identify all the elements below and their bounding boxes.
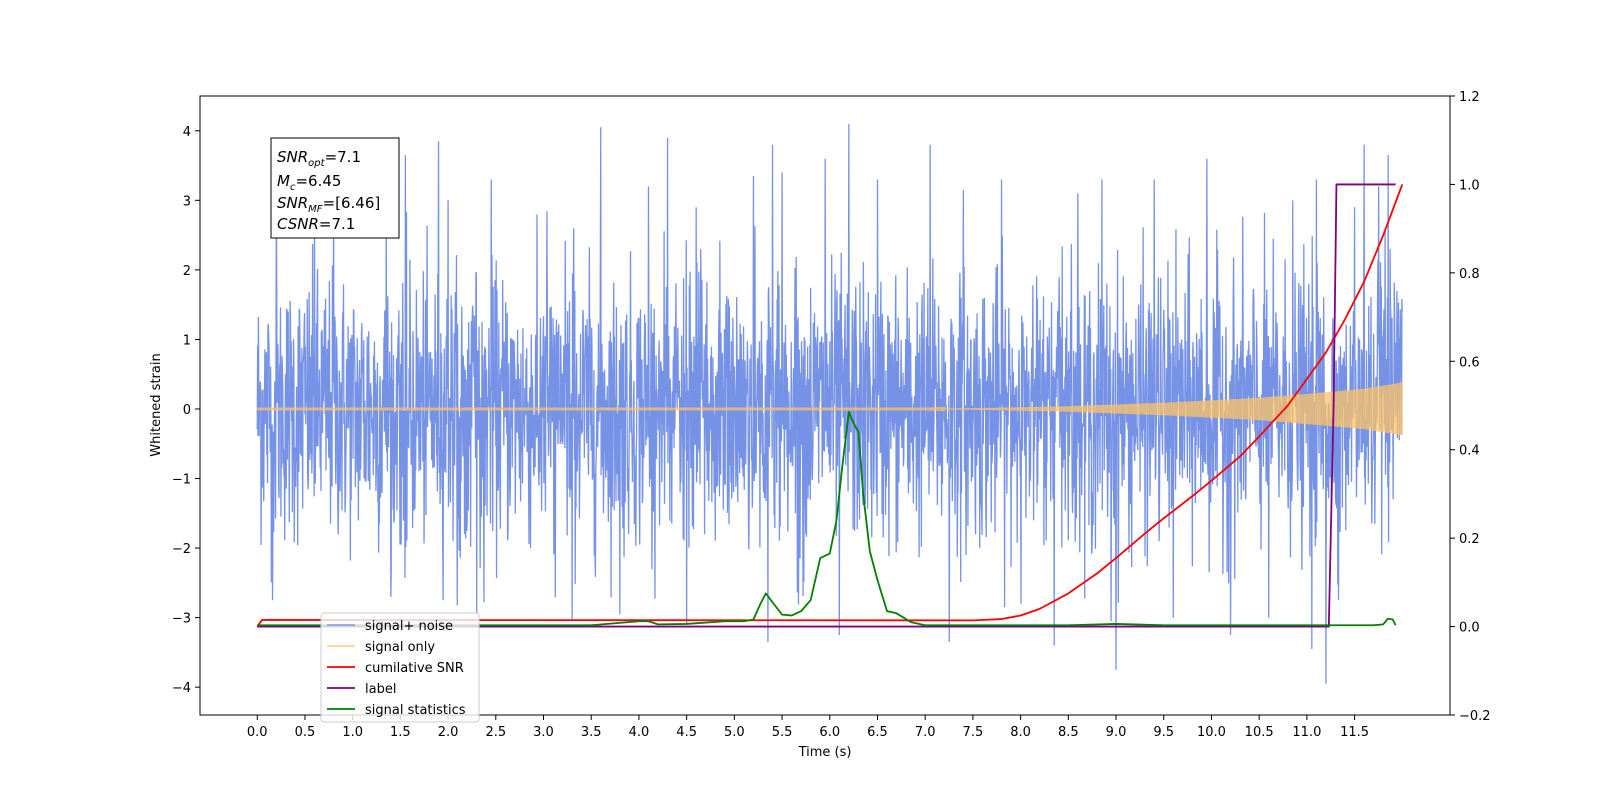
legend-entry-cumilative-snr: cumilative SNR (327, 661, 464, 676)
x-tick-label: 3.5 (581, 725, 602, 740)
legend: signal+ noise signal only cumilative SNR… (320, 612, 480, 723)
x-tick-label: 8.0 (1010, 725, 1031, 740)
x-tick-label: 9.5 (1153, 725, 1174, 740)
y-axis-right: 1.2 1.0 0.8 0.6 0.4 0.2 0.0 −0.2 (1450, 90, 1491, 724)
x-tick-label: 5.0 (724, 725, 745, 740)
series-signal-statistics (257, 411, 1397, 627)
plot-frame (199, 95, 1451, 716)
y2-tick-label: 0.8 (1459, 267, 1480, 282)
series-layer (256, 123, 1404, 684)
y-axis-label: Whitened strain (149, 353, 164, 456)
x-tick-label: 11.0 (1292, 725, 1321, 740)
y-tick-label: −4 (172, 681, 191, 696)
x-tick-label: 8.5 (1058, 725, 1079, 740)
x-tick-label: 11.5 (1340, 725, 1369, 740)
annotation-snr-mf: SNRMF=[6.46] (277, 194, 380, 215)
y-tick-label: 1 (183, 333, 191, 348)
x-tick-label: 6.5 (867, 725, 888, 740)
x-tick-label: 9.0 (1106, 725, 1127, 740)
y2-tick-label: 0.2 (1459, 532, 1480, 547)
x-tick-label: 1.5 (390, 725, 411, 740)
x-tick-label: 7.5 (963, 725, 984, 740)
x-tick-label: 1.0 (342, 725, 363, 740)
legend-label: signal+ noise (365, 619, 453, 634)
legend-label: label (365, 682, 396, 697)
y-tick-label: 0 (183, 403, 191, 418)
annotation-frame (270, 137, 400, 239)
x-tick-label: 4.0 (629, 725, 650, 740)
y2-tick-label: 1.0 (1459, 178, 1480, 193)
x-tick-label: 2.5 (485, 725, 506, 740)
y2-tick-label: 0.6 (1459, 355, 1480, 370)
legend-label: cumilative SNR (365, 661, 464, 676)
series-label (257, 183, 1396, 628)
x-tick-label: 3.0 (533, 725, 554, 740)
y-axis-left: 4 3 2 1 0 −1 −2 −3 −4 (172, 125, 200, 696)
x-tick-label: 0.0 (247, 725, 268, 740)
series-signal-noise (256, 123, 1403, 684)
y2-tick-label: 0.4 (1459, 444, 1480, 459)
series-cumilative-snr (256, 184, 1404, 628)
y-tick-label: 3 (183, 194, 191, 209)
y-tick-label: 4 (183, 125, 191, 140)
legend-entry-signal-noise: signal+ noise (327, 619, 453, 634)
x-tick-label: 10.5 (1245, 725, 1274, 740)
x-tick-label: 6.0 (819, 725, 840, 740)
legend-entry-label: label (327, 682, 396, 697)
x-tick-label: 5.5 (772, 725, 793, 740)
series-signal-only (256, 382, 1403, 436)
annotation-snr-opt: SNRopt=7.1 (277, 148, 361, 169)
annotation-mc: Mc=6.45 (277, 172, 341, 193)
legend-label: signal statistics (365, 703, 466, 718)
y-tick-label: −2 (172, 542, 191, 557)
y2-tick-label: 0.0 (1459, 621, 1480, 636)
y-tick-label: 2 (183, 264, 191, 279)
legend-entry-signal-statistics: signal statistics (327, 703, 466, 718)
x-tick-label: 0.5 (295, 725, 316, 740)
y2-tick-label: −0.2 (1459, 709, 1491, 724)
annotation-box: SNRopt=7.1 Mc=6.45 SNRMF=[6.46] CSNR=7.1 (270, 137, 400, 239)
x-axis: 0.0 0.5 1.0 1.5 2.0 2.5 3.0 3.5 4.0 4.5 5.0 5.5 6.0 6… (247, 715, 1369, 740)
x-tick-label: 4.5 (676, 725, 697, 740)
legend-entry-signal-only: signal only (327, 640, 435, 655)
legend-frame (320, 612, 480, 723)
legend-label: signal only (365, 640, 435, 655)
y-tick-label: −3 (172, 612, 191, 627)
y-tick-label: −1 (172, 473, 191, 488)
x-axis-label: Time (s) (798, 745, 852, 760)
x-tick-label: 2.0 (438, 725, 459, 740)
y2-tick-label: 1.2 (1459, 90, 1480, 105)
x-tick-label: 10.0 (1197, 725, 1226, 740)
x-tick-label: 7.0 (915, 725, 936, 740)
annotation-csnr: CSNR=7.1 (277, 215, 355, 233)
